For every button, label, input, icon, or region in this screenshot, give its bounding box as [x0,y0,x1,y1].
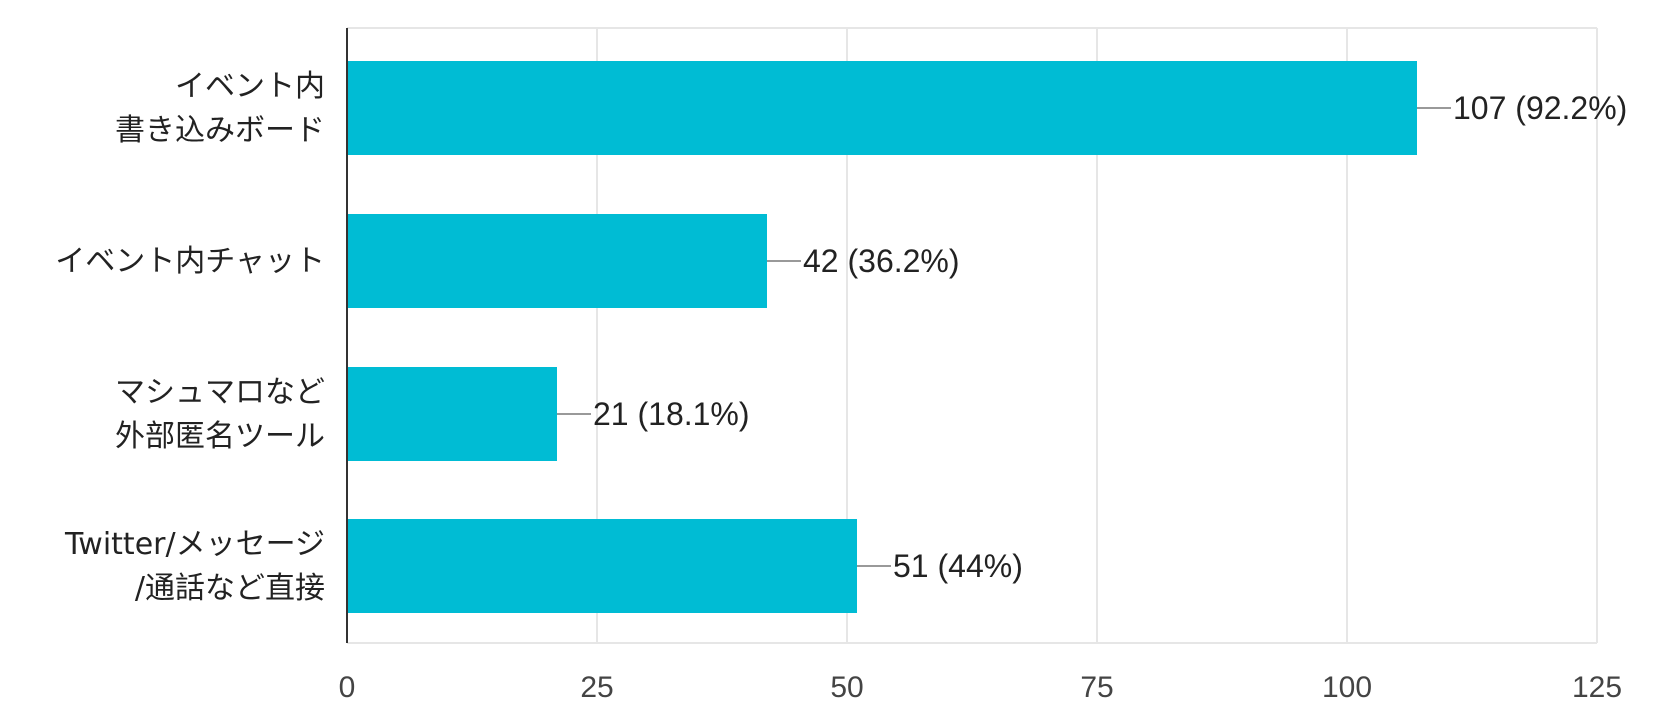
category-label-0-1: 書き込みボード [115,113,325,148]
x-tick-label-5: 125 [1572,671,1622,704]
data-label-0: 107 (92.2%) [1453,90,1627,126]
category-label-1-0: イベント内チャット [55,244,325,279]
data-label-2: 21 (18.1%) [593,396,750,432]
x-tick-label-0: 0 [339,671,356,704]
x-tick-label-4: 100 [1322,671,1372,704]
bar-2[interactable] [347,367,557,461]
bar-layer [347,61,1451,613]
x-tick-label-3: 75 [1080,671,1113,704]
x-tick-label-2: 50 [830,671,863,704]
category-label-2-1: 外部匿名ツール [115,419,325,454]
bar-0[interactable] [347,61,1417,155]
category-label-0-0: イベント内 [175,69,325,104]
data-label-3: 51 (44%) [893,548,1023,584]
data-label-1: 42 (36.2%) [803,243,960,279]
category-label-3-0: Twitter/メッセージ [64,527,325,562]
bar-1[interactable] [347,214,767,308]
category-label-3-1: /通話など直接 [135,571,325,606]
x-tick-label-1: 25 [580,671,613,704]
bar-3[interactable] [347,519,857,613]
category-label-2-0: マシュマロなど [115,375,325,410]
